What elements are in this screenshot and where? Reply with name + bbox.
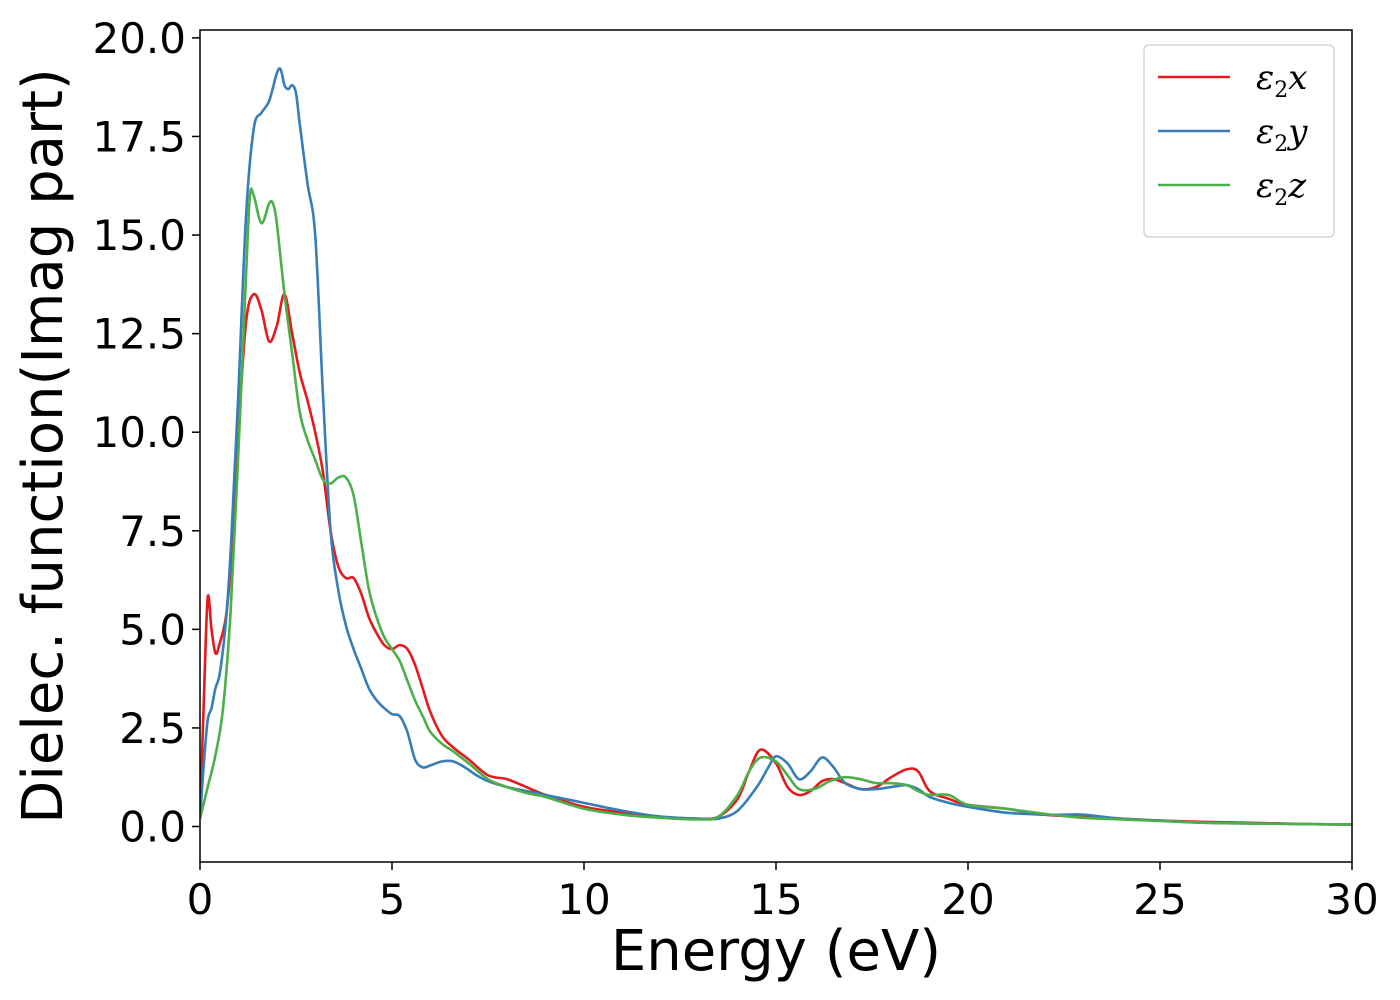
series-line-x — [200, 292, 1352, 826]
y-tick-label: 17.5 — [92, 112, 186, 161]
x-axis-title: Energy (eV) — [611, 919, 941, 984]
x-tick-label: 5 — [379, 875, 406, 924]
legend-label-z: ε2z — [1256, 166, 1307, 211]
legend-label-y: ε2y — [1256, 112, 1308, 157]
x-tick-label: 25 — [1133, 875, 1186, 924]
x-tick-label: 0 — [187, 875, 214, 924]
y-axis-title: Dielec. function(Imag part) — [11, 68, 76, 824]
series-line-z — [200, 187, 1352, 826]
x-tick-label: 20 — [941, 875, 994, 924]
y-tick-label: 5.0 — [119, 605, 186, 654]
y-tick-label: 12.5 — [92, 310, 186, 359]
y-tick-label: 2.5 — [119, 704, 186, 753]
y-tick-label: 10.0 — [92, 408, 186, 457]
legend-label-x: ε2x — [1256, 58, 1307, 103]
legend-frame — [1143, 44, 1335, 238]
x-tick-label: 15 — [749, 875, 802, 924]
ticks-layer: 0 5 10 15 20 25 30 0.0 2.5 5.0 7.5 10.0 12.5 15.0 17.5… — [92, 14, 1378, 924]
x-tick-label: 10 — [557, 875, 610, 924]
x-tick-label: 30 — [1325, 875, 1378, 924]
y-tick-label: 7.5 — [119, 507, 186, 556]
series-layer — [200, 67, 1352, 826]
y-tick-label: 20.0 — [92, 14, 186, 63]
y-tick-label: 0.0 — [119, 803, 186, 852]
y-tick-label: 15.0 — [92, 211, 186, 260]
legend: ε2x ε2y ε2z — [1143, 44, 1335, 238]
